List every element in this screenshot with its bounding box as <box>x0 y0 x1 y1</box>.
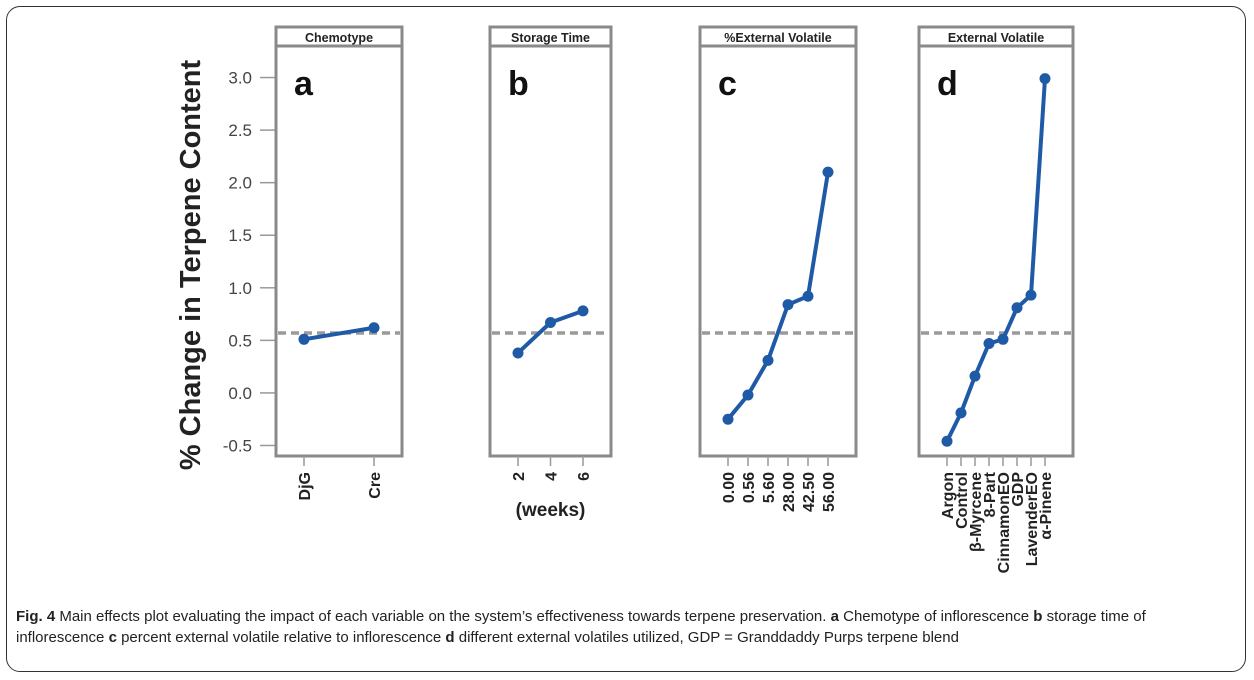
series-line <box>303 325 375 342</box>
x-tick-label: 0.56 <box>741 472 758 503</box>
data-point <box>577 305 589 317</box>
y-tick-label: 2.5 <box>228 121 252 140</box>
y-axis-label: % Change in Terpene Content <box>175 60 207 471</box>
main-effects-chart: % Change in Terpene Content -0.5 0.0 0.5 1.0… <box>175 25 1075 573</box>
y-tick-label: 1.0 <box>228 279 252 298</box>
caption-segment: Main effects plot evaluating the impact … <box>55 608 831 625</box>
data-point <box>742 389 754 401</box>
data-point <box>955 407 967 419</box>
data-point <box>969 370 981 382</box>
x-tick-label: 8-Part <box>982 471 999 517</box>
y-tick-label: 0.5 <box>228 331 252 350</box>
y-tick-label: 0.0 <box>228 384 252 403</box>
data-point <box>997 333 1009 345</box>
x-tick-label: Cre <box>367 472 384 499</box>
panel-letter: d <box>937 65 958 103</box>
caption-segment: b <box>1033 608 1043 625</box>
x-tick-label: Control <box>954 472 971 529</box>
panel-box <box>698 44 858 458</box>
x-tick-label: 5.60 <box>761 472 778 503</box>
data-point <box>822 166 834 178</box>
data-point <box>368 322 380 334</box>
caption-segment: different external volatiles utilized, G… <box>454 629 959 646</box>
x-tick-label: β-Myrcene <box>968 472 985 552</box>
panel-title: Chemotype <box>305 31 373 45</box>
caption-segment: a <box>830 608 839 625</box>
data-point <box>545 316 556 328</box>
y-tick-label: -0.5 <box>223 436 252 455</box>
x-tick-label: 56.00 <box>821 472 838 512</box>
data-point <box>512 347 524 359</box>
panel-box <box>488 44 613 458</box>
x-tick-label: Argon <box>940 472 957 519</box>
data-point <box>762 354 774 366</box>
data-point <box>1039 73 1051 85</box>
x-tick-label: 2 <box>511 472 528 481</box>
panel-letter: c <box>718 65 737 103</box>
x-tick-label: 42.50 <box>801 472 818 512</box>
panel-box <box>917 44 1075 458</box>
data-point <box>722 413 734 425</box>
caption-segment: percent external volatile relative to in… <box>116 629 446 646</box>
panel-letter: b <box>508 65 529 103</box>
panel-title: %External Volatile <box>724 31 831 45</box>
y-tick-label: 1.5 <box>228 226 252 245</box>
caption-segment: c <box>108 629 117 646</box>
x-tick-label: DjG <box>297 472 314 500</box>
x-tick-label: 0.00 <box>721 472 738 503</box>
caption-segment: Fig. 4 <box>16 608 56 625</box>
x-tick-label: α-Pinene <box>1038 472 1055 540</box>
data-point <box>802 290 814 302</box>
panel-letter: a <box>294 65 314 103</box>
y-tick-label: 2.0 <box>228 174 252 193</box>
y-tick-label: 3.0 <box>228 69 252 88</box>
caption-segment: storage time of inflorescence <box>16 608 1146 646</box>
x-tick-label: 28.00 <box>781 472 798 512</box>
panel-title: External Volatile <box>948 31 1044 45</box>
x-tick-label: CinnamonEO <box>996 472 1013 573</box>
data-point <box>1025 289 1037 301</box>
figure-caption: Fig. 4 Main effects plot evaluating the … <box>16 606 1236 648</box>
x-tick-label: LavenderEO <box>1024 472 1041 566</box>
data-point <box>983 338 995 350</box>
x-axis-label: (weeks) <box>516 500 586 521</box>
caption-segment: d <box>445 629 455 646</box>
panel-box <box>274 44 404 458</box>
data-point <box>941 435 953 447</box>
data-point <box>298 333 310 345</box>
data-point <box>1011 302 1023 314</box>
caption-segment: Chemotype of inflorescence <box>838 608 1034 625</box>
x-tick-label: 4 <box>544 472 561 481</box>
x-tick-label: 6 <box>576 472 593 481</box>
panel-title: Storage Time <box>511 31 590 45</box>
x-tick-label: GDP <box>1010 472 1027 507</box>
data-point <box>782 299 794 311</box>
